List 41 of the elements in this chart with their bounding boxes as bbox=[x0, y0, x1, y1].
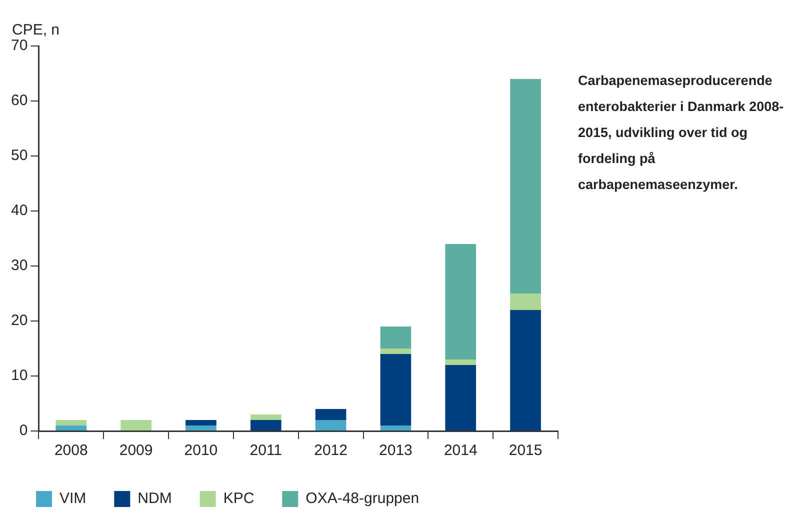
legend-label: VIM bbox=[60, 490, 86, 508]
y-tick-label: 30 bbox=[10, 257, 28, 274]
bar bbox=[510, 294, 541, 310]
x-tick-label: 2015 bbox=[508, 442, 542, 460]
bar bbox=[56, 420, 87, 426]
y-tick-label: 10 bbox=[10, 367, 28, 384]
bar bbox=[380, 348, 412, 354]
bar bbox=[445, 360, 476, 365]
bar bbox=[120, 420, 152, 430]
y-tick-label: 70 bbox=[10, 37, 28, 54]
x-tick-label: 2012 bbox=[314, 442, 348, 460]
bar bbox=[380, 354, 412, 426]
x-tick-label: 2008 bbox=[54, 442, 88, 460]
legend-label: NDM bbox=[138, 490, 172, 508]
x-tick-label: 2009 bbox=[119, 442, 153, 460]
legend-label: OXA-48-gruppen bbox=[306, 490, 420, 508]
x-tick-label: 2014 bbox=[444, 442, 478, 460]
bar bbox=[315, 409, 346, 420]
y-tick-label: 50 bbox=[10, 147, 28, 164]
legend-label: KPC bbox=[223, 490, 254, 508]
x-tick-label: 2010 bbox=[184, 442, 218, 460]
y-tick-label: 20 bbox=[10, 312, 28, 330]
bar bbox=[56, 426, 87, 430]
bar bbox=[510, 79, 541, 294]
y-tick-label: 0 bbox=[19, 422, 28, 440]
bar bbox=[186, 420, 216, 426]
bar bbox=[510, 310, 541, 430]
bar bbox=[445, 244, 476, 360]
bar bbox=[186, 426, 216, 430]
bar bbox=[445, 365, 476, 430]
bar bbox=[315, 420, 346, 430]
y-tick-label: 40 bbox=[10, 202, 28, 220]
bar bbox=[250, 414, 282, 420]
x-tick-label: 2011 bbox=[250, 442, 282, 460]
y-axis-title: CPE, n bbox=[12, 22, 60, 39]
bar bbox=[380, 326, 412, 348]
y-tick-label: 60 bbox=[10, 92, 28, 110]
bar bbox=[250, 420, 282, 430]
text: Carbapenemaseproducerende enterobakterier i Danmark 2008-2015, udvikling over tid og fordeling på carbapenemaseenzymer. bbox=[578, 72, 785, 194]
bar bbox=[380, 426, 412, 430]
x-tick-label: 2013 bbox=[379, 442, 412, 460]
